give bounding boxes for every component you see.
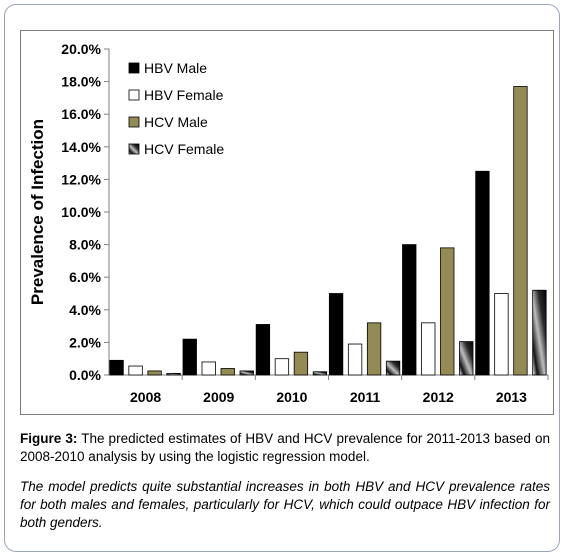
legend-swatch	[128, 62, 140, 74]
bar-hbv-male	[182, 338, 197, 376]
y-tick-label: 2.0%	[69, 334, 101, 350]
bar-hbv-female	[421, 322, 436, 376]
bar-hbv-male	[402, 244, 417, 376]
bar-hcv-female	[532, 289, 547, 376]
bar-hbv-male	[328, 293, 344, 376]
bar-hbv-female	[128, 365, 143, 376]
figure-note: The model predicts quite substantial inc…	[20, 479, 550, 530]
x-tick-label: 2008	[130, 389, 161, 405]
figure-caption: Figure 3: The predicted estimates of HBV…	[20, 430, 550, 466]
bar-hcv-female	[385, 360, 401, 376]
bar-hbv-female	[494, 293, 509, 376]
y-tick-label: 20.0%	[61, 41, 101, 57]
y-tick-label: 6.0%	[69, 269, 101, 285]
x-tick-label: 2012	[423, 389, 454, 405]
bar-hcv-male	[293, 351, 309, 376]
bar-hcv-female	[459, 341, 474, 376]
x-tick-label: 2013	[496, 389, 527, 405]
bar-chart: 0.0% 2.0% 4.0% 6.0% 8.0% 10.0% 12.0% 14.0% 16.0%…	[28, 41, 549, 405]
legend-label: HBV Female	[144, 87, 224, 103]
y-tick-label: 0.0%	[69, 367, 101, 383]
y-tick-label: 14.0%	[61, 139, 101, 155]
legend-label: HBV Male	[144, 60, 207, 76]
y-tick-label: 8.0%	[69, 237, 101, 253]
y-axis-title: Prevalence of Infection	[28, 119, 47, 305]
x-tick-label: 2011	[350, 389, 381, 405]
caption-text: The predicted estimates of HBV and HCV p…	[20, 431, 550, 464]
bar-hcv-female	[312, 371, 328, 376]
chart-container: 0.0% 2.0% 4.0% 6.0% 8.0% 10.0% 12.0% 14.0% 16.0%…	[20, 30, 554, 415]
bar-hcv-male	[513, 86, 528, 376]
bar-hcv-female	[239, 370, 254, 376]
legend-label: HCV Male	[144, 114, 208, 130]
bar-hbv-male	[475, 170, 490, 376]
bar-hcv-male	[220, 368, 235, 376]
caption-label: Figure 3:	[20, 431, 78, 446]
legend-swatch	[128, 143, 140, 155]
y-tick-label: 4.0%	[69, 302, 101, 318]
bar-hbv-female	[201, 361, 216, 376]
bar-hbv-male	[109, 359, 124, 376]
y-tick-label: 16.0%	[61, 106, 101, 122]
legend-swatch	[128, 116, 140, 128]
x-tick-label: 2009	[203, 389, 234, 405]
bar-hbv-male	[255, 324, 271, 376]
legend-swatch	[128, 89, 140, 101]
bar-hcv-male	[147, 370, 162, 376]
bar-hcv-male	[366, 322, 382, 376]
x-tick-label: 2010	[276, 389, 307, 405]
legend-label: HCV Female	[144, 141, 224, 157]
y-tick-label: 12.0%	[61, 171, 101, 187]
y-tick-label: 10.0%	[61, 204, 101, 220]
bar-hcv-male	[440, 247, 455, 376]
bar-hbv-female	[274, 358, 290, 376]
bar-hbv-female	[347, 343, 363, 376]
bar-hcv-female	[166, 372, 181, 376]
y-tick-label: 18.0%	[61, 74, 101, 90]
